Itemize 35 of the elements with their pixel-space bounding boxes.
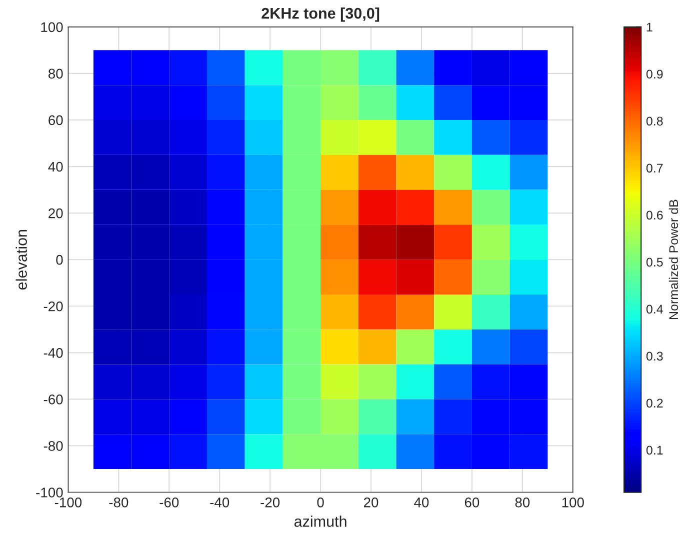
y-tick-label: 20 (48, 208, 63, 218)
color-bar-label: 0.5 (646, 258, 663, 267)
x-tick-label: 40 (414, 498, 429, 508)
y-tick-label: 40 (48, 162, 63, 172)
y-tick-label: 60 (48, 115, 63, 126)
x-tick-label: 20 (364, 498, 378, 508)
x-axis-title: azimuth (294, 516, 346, 527)
y-axis-title: elevation (16, 230, 27, 290)
color-bar-label: 0.1 (646, 446, 663, 455)
x-tick-label: -40 (210, 498, 230, 508)
y-tick-label: -40 (44, 348, 63, 358)
x-tick-label: 100 (562, 498, 584, 508)
y-tick-label: -80 (44, 441, 63, 451)
x-tick-label: -80 (109, 498, 128, 508)
x-tick-label: 60 (464, 498, 480, 508)
y-tick-label: 100 (41, 22, 63, 32)
color-bar-label: 0.3 (646, 352, 663, 361)
color-bar-label: 0.6 (646, 210, 663, 220)
x-tick-label: 0 (317, 498, 324, 508)
color-bar-label: 0.9 (646, 70, 663, 79)
y-tick-label: -100 (36, 488, 63, 498)
y-tick-label: -20 (44, 301, 63, 312)
y-tick-label: 80 (48, 68, 63, 79)
x-tick-label: -60 (160, 498, 179, 508)
color-bar-title: Normalized Power dB (668, 200, 678, 319)
x-tick-label: -20 (260, 498, 280, 508)
chart-title: 2KHz tone [30,0] (262, 7, 380, 22)
y-tick-label: 0 (56, 254, 63, 265)
color-bar-label: 0.2 (646, 398, 663, 408)
color-bar-label: 0.7 (646, 164, 663, 173)
color-bar-label: 1 (646, 22, 652, 32)
color-bar-label: 0.4 (646, 304, 663, 314)
x-tick-label: 80 (515, 498, 530, 508)
y-tick-label: -60 (44, 394, 63, 404)
color-bar-label: 0.8 (646, 116, 663, 126)
